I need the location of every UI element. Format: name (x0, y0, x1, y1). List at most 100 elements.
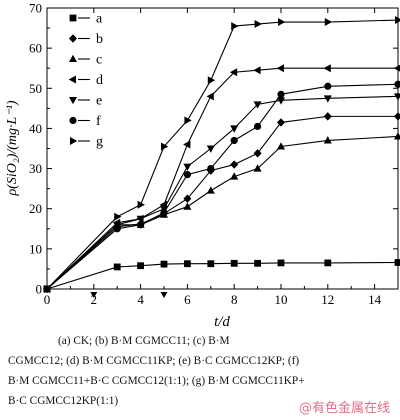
series-e-point (323, 95, 332, 103)
series-e-point (394, 93, 400, 101)
series-d-point (183, 140, 191, 149)
caption-line-2: CGMCC12; (d) B·M CGMCC11KP; (e) B·C CGMC… (8, 355, 300, 367)
series-g-point (324, 18, 333, 27)
y-tick-label: 10 (29, 241, 42, 256)
y-tick-label: 0 (36, 282, 43, 297)
series-g-point (231, 22, 239, 31)
y-tick-label: 50 (29, 81, 42, 96)
legend-g-label: g (96, 135, 103, 150)
legend-d-marker (68, 75, 76, 84)
harvest-arrow-marker (160, 292, 168, 298)
series-g-point (44, 285, 52, 293)
legend-item-f: f (69, 114, 101, 129)
legend-item-b: b (69, 32, 103, 47)
series-d-point (323, 64, 331, 73)
series-a-point (230, 259, 238, 267)
series-a-point (207, 260, 215, 268)
y-axis-label: ρ(SiO₂)/(mg·L⁻¹) (5, 100, 20, 196)
series-c-point (277, 142, 285, 150)
series-g (44, 16, 400, 293)
series-e-point (277, 97, 285, 105)
series-c-point (206, 186, 215, 194)
series-b-point (277, 118, 285, 127)
legend-item-g: g (70, 135, 103, 150)
caption-line-4: B·C CGMCC12KP(1:1) (8, 395, 119, 407)
legend-c-label: c (96, 53, 102, 68)
series-f-point (207, 164, 215, 173)
x-tick-label: 8 (231, 292, 238, 307)
series-c-point (394, 132, 400, 140)
series-a-point (254, 259, 261, 267)
caption-line-3: B·M CGMCC11+B·C CGMCC12(1:1); (g) B·M CG… (8, 375, 305, 387)
x-tick-label: 0 (44, 292, 51, 307)
legend-item-e: e (69, 94, 102, 109)
caption-line-1: (a) CK; (b) B·M CGMCC11; (c) B·M (58, 335, 230, 347)
y-tick-label: 40 (29, 121, 42, 136)
series-g-point (207, 76, 216, 85)
series-c-point (323, 136, 332, 144)
series-a-line (46, 261, 399, 290)
series-d-point (393, 64, 400, 72)
harvest-arrow-marker (90, 292, 98, 298)
series-e-point (253, 101, 262, 109)
series-d-point (253, 66, 261, 75)
series-f (43, 80, 400, 293)
series-e-point (136, 215, 145, 224)
series-c-point (253, 164, 262, 172)
series-a (43, 259, 400, 293)
watermark: @有色金属在线 (298, 401, 390, 416)
series-b-point (394, 112, 400, 121)
y-tick-label: 30 (29, 161, 42, 176)
series-g-point (278, 18, 286, 27)
series-b-point (253, 149, 262, 158)
x-tick-label: 4 (137, 292, 144, 307)
series-d-point (229, 68, 238, 77)
legend-e-marker (69, 97, 77, 105)
series-a-point (137, 262, 144, 270)
series-g-point (114, 212, 122, 221)
x-tick-label: 6 (184, 292, 191, 307)
series-f-point (230, 136, 238, 145)
legend-f-marker (69, 116, 77, 125)
series-f-point (183, 170, 191, 179)
chart-series (42, 16, 400, 294)
series-g-point (184, 116, 192, 125)
series-b-point (230, 160, 239, 169)
series-b-point (183, 194, 192, 203)
series-f-point (324, 82, 332, 90)
series-f-point (277, 90, 285, 98)
legend-item-c: c (69, 53, 102, 68)
series-g-point (161, 142, 169, 151)
legend-e-label: e (96, 94, 102, 109)
series-a-point (324, 259, 332, 267)
legend-a-marker (69, 14, 77, 22)
series-a-point (184, 260, 191, 268)
legend-item-d: d (68, 73, 103, 88)
series-a-point (160, 260, 168, 268)
legend-a-label: a (96, 12, 103, 27)
legend-b-label: b (96, 32, 103, 47)
series-b-point (323, 112, 332, 121)
series-f-point (254, 122, 262, 131)
series-d-point (206, 92, 214, 101)
series-g-point (395, 16, 400, 25)
series-g-point (137, 200, 145, 209)
series-f-point (160, 209, 168, 217)
series-f-point (394, 80, 400, 88)
series-c-point (230, 172, 239, 180)
legend-d-label: d (96, 73, 103, 88)
legend-b-marker (69, 34, 77, 43)
y-tick-label: 20 (29, 201, 42, 216)
series-a-point (113, 263, 121, 271)
series-d-point (276, 64, 284, 73)
series-g-point (254, 20, 262, 29)
series-f-point (137, 221, 145, 229)
series-e-point (206, 145, 215, 153)
legend-item-a: a (69, 12, 103, 27)
x-axis-label: t/d (214, 314, 230, 330)
series-a-point (394, 259, 400, 266)
chart-axes: 0 2 4 6 8 10 12 14 0 10 20 30 40 50 60 70 (29, 1, 399, 307)
y-tick-label: 60 (29, 41, 42, 56)
x-tick-label: 14 (368, 292, 382, 307)
